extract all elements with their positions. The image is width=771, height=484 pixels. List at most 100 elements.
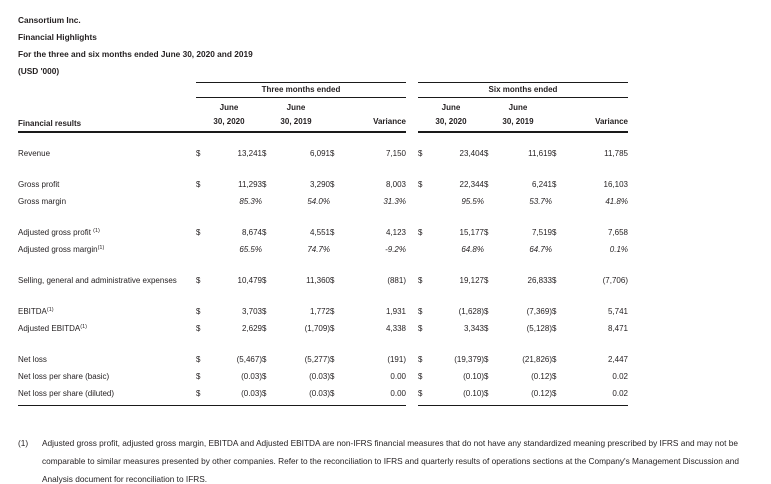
currency-symbol: $ bbox=[418, 307, 423, 316]
currency-symbol: $ bbox=[196, 180, 201, 189]
value-cell: 7,150 bbox=[385, 149, 406, 158]
company-name: Cansortium Inc. bbox=[18, 15, 81, 25]
value-cell: 4,551 bbox=[309, 228, 330, 237]
value-cell: 2,447 bbox=[607, 355, 628, 364]
currency-symbol: $ bbox=[330, 180, 335, 189]
value-cell: 0.00 bbox=[390, 372, 406, 381]
currency-symbol: $ bbox=[418, 228, 423, 237]
currency-symbol bbox=[330, 241, 346, 258]
value-cell: 85.3% bbox=[239, 197, 262, 206]
value-cell: (1,709) bbox=[304, 324, 330, 333]
three-months-values: $13,241 $6,091 $7,150 bbox=[196, 145, 406, 162]
currency-symbol: $ bbox=[484, 307, 489, 316]
currency-symbol: $ bbox=[196, 355, 201, 364]
currency-symbol: $ bbox=[552, 307, 557, 316]
financial-table: Three months ended Six months ended Fina… bbox=[18, 82, 755, 406]
row-label: Gross profit bbox=[18, 180, 60, 189]
value-cell: 64.7% bbox=[529, 245, 552, 254]
column-header-june-30-2020: June 30, 2020 bbox=[213, 103, 245, 126]
column-header-variance: Variance bbox=[595, 117, 628, 126]
currency-symbol: $ bbox=[330, 307, 335, 316]
currency-symbol: $ bbox=[330, 355, 335, 364]
currency-symbol: $ bbox=[484, 276, 489, 285]
footnote: (1) Adjusted gross profit, adjusted gros… bbox=[18, 434, 755, 484]
currency-symbol bbox=[330, 193, 346, 210]
row-label: Selling, general and administrative expe… bbox=[18, 276, 177, 285]
table-row: EBITDA(1) $3,703 $1,772 $1,931 $ (1,628) $ (7,3… bbox=[18, 303, 755, 320]
three-months-values: 85.3% 54.0% 31.3% bbox=[196, 193, 406, 210]
row-label: EBITDA(1) bbox=[18, 307, 54, 316]
value-cell: (1,628) bbox=[458, 307, 484, 316]
currency-symbol: $ bbox=[484, 149, 489, 158]
three-months-values: $11,293 $3,290 $8,003 bbox=[196, 176, 406, 193]
value-cell: 13,241 bbox=[237, 149, 262, 158]
column-header-june-30-2019: June 30, 2019 bbox=[280, 103, 312, 126]
value-cell: 3,290 bbox=[309, 180, 330, 189]
units-line: (USD '000) bbox=[18, 66, 60, 76]
value-cell: 8,674 bbox=[241, 228, 262, 237]
document-header: Cansortium Inc. Financial Highlights For… bbox=[18, 12, 755, 80]
three-months-values: $3,703 $1,772 $1,931 bbox=[196, 303, 406, 320]
three-months-group-header: Three months ended bbox=[196, 82, 406, 98]
value-cell: 4,123 bbox=[385, 228, 406, 237]
row-label: Net loss per share (diluted) bbox=[18, 389, 115, 398]
value-cell: 6,091 bbox=[309, 149, 330, 158]
table-row: Revenue $13,241 $6,091 $7,150 $23,404 $11,619… bbox=[18, 145, 755, 162]
currency-symbol bbox=[484, 193, 500, 210]
value-cell: 54.0% bbox=[307, 197, 330, 206]
currency-symbol: $ bbox=[330, 276, 335, 285]
currency-symbol: $ bbox=[330, 389, 335, 398]
currency-symbol: $ bbox=[418, 355, 423, 364]
value-cell: 11,360 bbox=[306, 276, 330, 285]
currency-symbol: $ bbox=[330, 228, 335, 237]
value-cell: 41.8% bbox=[605, 197, 628, 206]
six-months-values: $19,127 $26,833 $ (7,706) bbox=[418, 272, 628, 289]
value-cell: 0.02 bbox=[612, 389, 628, 398]
value-cell: (21,826) bbox=[522, 355, 552, 364]
value-cell: 64.8% bbox=[461, 245, 484, 254]
value-cell: 8,471 bbox=[607, 324, 628, 333]
currency-symbol bbox=[262, 193, 278, 210]
currency-symbol: $ bbox=[552, 389, 557, 398]
footnote-reference: (1) bbox=[97, 245, 105, 251]
currency-symbol bbox=[418, 241, 432, 258]
three-months-values: 65.5% 74.7% -9.2% bbox=[196, 241, 406, 258]
value-cell: 2,629 bbox=[241, 324, 262, 333]
value-cell: 31.3% bbox=[383, 197, 406, 206]
table-section: Selling, general and administrative expe… bbox=[18, 272, 755, 289]
value-cell: 1,772 bbox=[309, 307, 330, 316]
row-label: Adjusted gross margin(1) bbox=[18, 245, 105, 254]
table-row: Selling, general and administrative expe… bbox=[18, 272, 755, 289]
currency-symbol: $ bbox=[418, 180, 423, 189]
three-months-values: $8,674 $4,551 $4,123 bbox=[196, 224, 406, 241]
three-months-values: $ (5,467) $ (5,277) $ (191) bbox=[196, 351, 406, 368]
six-months-values: $15,177 $7,519 $7,658 bbox=[418, 224, 628, 241]
value-cell: 15,177 bbox=[459, 228, 484, 237]
table-body: Revenue $13,241 $6,091 $7,150 $23,404 $11,619… bbox=[18, 133, 755, 402]
value-cell: (0.12) bbox=[531, 372, 552, 381]
value-cell: 3,703 bbox=[241, 307, 262, 316]
value-cell: 8,003 bbox=[385, 180, 406, 189]
table-row: Net loss per share (diluted) $ (0.03) $ (0.0… bbox=[18, 385, 755, 402]
currency-symbol: $ bbox=[196, 276, 201, 285]
value-cell: 4,338 bbox=[385, 324, 406, 333]
header-segment-right: June 30, 2020 June 30, 2019 Variance bbox=[418, 98, 628, 133]
footnote-reference: (1) bbox=[46, 307, 54, 313]
currency-symbol: $ bbox=[552, 180, 557, 189]
table-row: Net loss $ (5,467) $ (5,277) $ (191) $ (19,379) $… bbox=[18, 351, 755, 368]
value-cell: 11,785 bbox=[604, 149, 628, 158]
currency-symbol bbox=[418, 193, 432, 210]
value-cell: 26,833 bbox=[527, 276, 552, 285]
currency-symbol: $ bbox=[330, 372, 335, 381]
currency-symbol: $ bbox=[196, 228, 201, 237]
currency-symbol: $ bbox=[552, 355, 557, 364]
value-cell: 23,404 bbox=[459, 149, 484, 158]
value-cell: (0.03) bbox=[241, 389, 262, 398]
row-label: Net loss bbox=[18, 355, 47, 364]
currency-symbol: $ bbox=[418, 324, 423, 333]
column-header-june-30-2019: June 30, 2019 bbox=[502, 103, 534, 126]
group-header-row: Three months ended Six months ended bbox=[18, 82, 755, 98]
value-cell: 65.5% bbox=[239, 245, 262, 254]
currency-symbol: $ bbox=[330, 149, 335, 158]
